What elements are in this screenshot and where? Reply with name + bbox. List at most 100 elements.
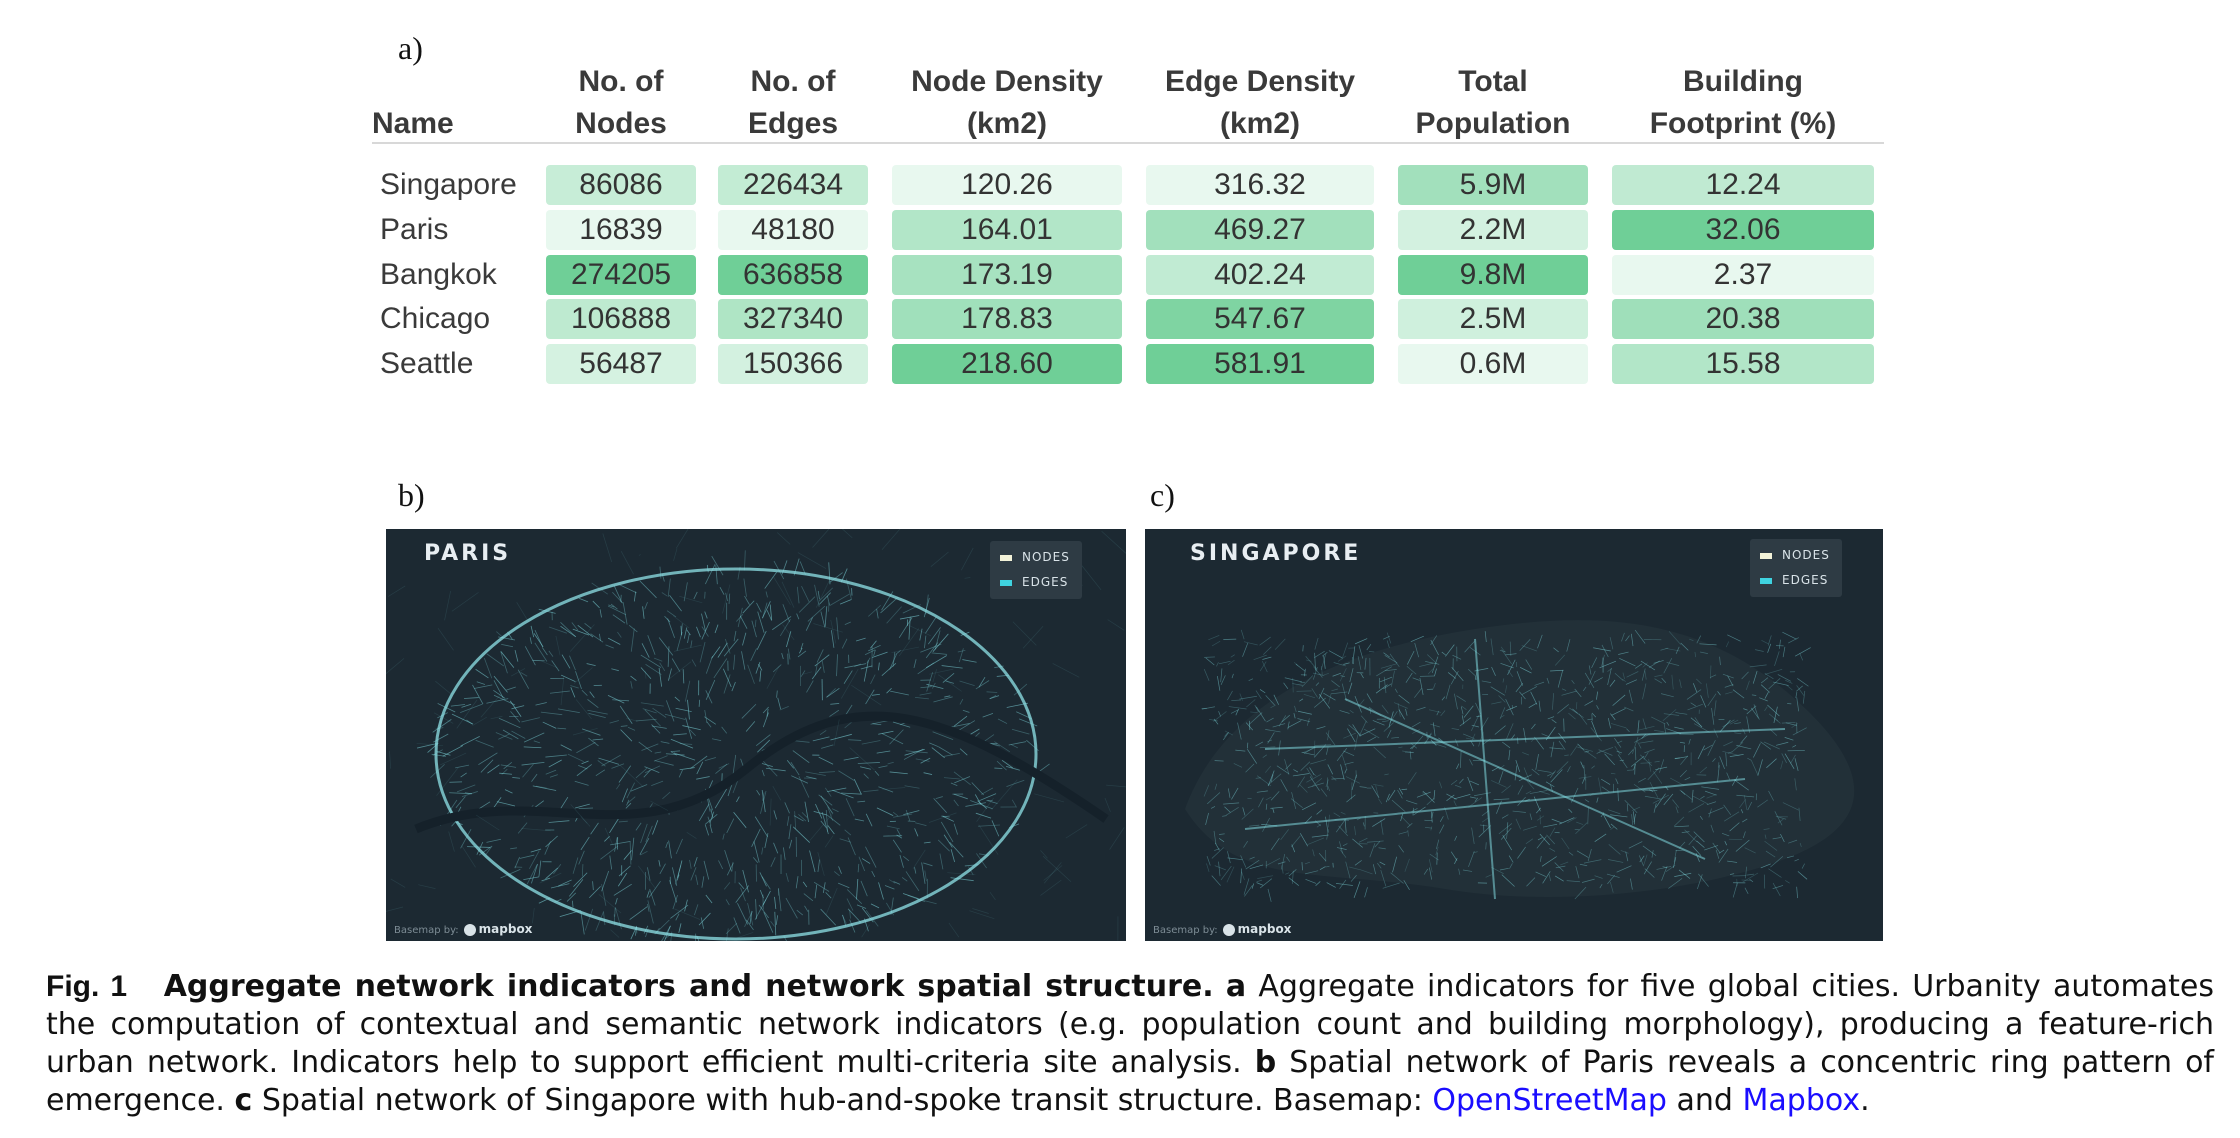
mapbox-logo-icon [463, 924, 476, 936]
paris-map-attribution: Basemap by: mapbox [394, 922, 532, 936]
openstreetmap-link[interactable]: OpenStreetMap [1432, 1083, 1667, 1118]
column-header-text: Building [1683, 65, 1803, 98]
caption-text-a: Aggregate indicators for five global cit… [46, 969, 2214, 1080]
table-cell-nodes: 106888 [546, 299, 696, 340]
table-cell-edge-density: 547.67 [1146, 299, 1374, 340]
singapore-map-attribution: Basemap by: mapbox [1153, 922, 1291, 936]
attribution-brand: mapbox [478, 922, 533, 936]
table-cell-footprint: 15.58 [1612, 344, 1874, 385]
table-cell-footprint: 32.06 [1612, 209, 1874, 250]
column-header-node-density: Node Density (km2) [892, 40, 1122, 145]
column-header-text: Nodes [575, 107, 667, 140]
paris-map-legend: NODES EDGES [990, 541, 1082, 599]
legend-edges-label: EDGES [1022, 575, 1069, 589]
table-cell-population: 0.6M [1398, 344, 1588, 385]
column-header-text: (km2) [966, 107, 1048, 140]
legend-edges: EDGES [1000, 575, 1068, 589]
column-header-text: Edge Density [1164, 65, 1356, 98]
caption-end: . [1860, 1083, 1870, 1118]
table-cell-nodes: 86086 [546, 165, 696, 205]
table-cell-edge-density: 402.24 [1146, 254, 1374, 295]
figure-number: Fig. 1 [46, 970, 128, 1003]
table-cell-node-density: 218.60 [892, 344, 1122, 385]
table-cell-edges: 327340 [718, 299, 868, 340]
singapore-network-map: SINGAPORE NODES EDGES Basemap by: mapbox [1145, 529, 1883, 941]
table-cell-nodes: 56487 [546, 344, 696, 385]
table-cell-edge-density: 469.27 [1146, 209, 1374, 250]
panel-label-b: b) [398, 477, 425, 513]
mapbox-link[interactable]: Mapbox [1742, 1083, 1861, 1118]
table-cell-population: 9.8M [1398, 254, 1588, 295]
panel-label-c: c) [1150, 477, 1175, 513]
column-header-text: No. of [750, 65, 836, 98]
row-name: Bangkok [380, 257, 497, 291]
table-cell-edges: 226434 [718, 165, 868, 205]
table-cell-footprint: 2.37 [1612, 254, 1874, 295]
caption-label-c: c [234, 1083, 253, 1118]
table-cell-node-density: 164.01 [892, 209, 1122, 250]
legend-nodes: NODES [1000, 550, 1070, 564]
row-name: Singapore [380, 168, 517, 201]
table-cell-edges: 636858 [718, 254, 868, 295]
table-cell-population: 2.5M [1398, 299, 1588, 340]
column-header-text: Population [1415, 107, 1571, 140]
table-cell-edges: 150366 [718, 344, 868, 385]
column-header-text: Edges [747, 107, 839, 140]
column-header-footprint: Building Footprint (%) [1612, 40, 1874, 145]
panel-label-a: a) [398, 30, 423, 66]
column-header-text: Total [1458, 65, 1528, 98]
header-divider [372, 142, 1884, 144]
column-header-edges: No. of Edges [718, 40, 868, 145]
table-cell-footprint: 20.38 [1612, 299, 1874, 340]
column-header-text: Name [372, 107, 454, 140]
column-header-edge-density: Edge Density (km2) [1146, 40, 1374, 145]
edges-swatch-icon [1760, 577, 1772, 584]
paris-network-map: PARIS NODES EDGES Basemap by: mapbox [386, 529, 1126, 941]
column-header-text: (km2) [1219, 107, 1301, 140]
row-name: Chicago [380, 302, 491, 336]
paris-map-title: PARIS [424, 541, 512, 566]
figure-title: Aggregate network indicators and network… [163, 969, 1214, 1004]
caption-text-b: Spatial network of Paris reveals a conce… [46, 1045, 2214, 1118]
table-cell-node-density: 120.26 [892, 165, 1122, 205]
indicators-table: Name No. of Nodes No. of Edges Node Density (k… [372, 40, 1884, 460]
attribution-prefix: Basemap by: [394, 925, 459, 936]
figure-caption: Fig. 1 Aggregate network indicators and … [46, 968, 2214, 1120]
caption-and: and [1676, 1083, 1733, 1118]
table-cell-node-density: 173.19 [892, 254, 1122, 295]
table-cell-population: 5.9M [1398, 165, 1588, 205]
table-cell-node-density: 178.83 [892, 299, 1122, 340]
caption-label-b: b [1254, 1045, 1277, 1080]
column-header-population: Total Population [1398, 40, 1588, 145]
edges-swatch-icon [1000, 579, 1012, 586]
legend-edges: EDGES [1760, 573, 1828, 587]
nodes-swatch-icon [1760, 552, 1772, 559]
column-header-text: Node Density [911, 65, 1103, 98]
singapore-map-title: SINGAPORE [1190, 541, 1362, 566]
table-cell-nodes: 16839 [546, 209, 696, 250]
table-cell-footprint: 12.24 [1612, 165, 1874, 205]
table-cell-nodes: 274205 [546, 254, 696, 295]
paris-network-graphic [386, 529, 1126, 941]
column-header-text: Footprint (%) [1649, 107, 1837, 140]
caption-text-c: Spatial network of Singapore with hub-an… [261, 1083, 1423, 1118]
row-name: Paris [380, 212, 449, 246]
attribution-prefix: Basemap by: [1153, 925, 1218, 936]
column-header-name: Name [372, 40, 522, 145]
caption-label-a: a [1225, 969, 1247, 1004]
singapore-network-graphic [1185, 620, 1855, 902]
mapbox-logo-icon [1222, 924, 1235, 936]
legend-nodes-label: NODES [1782, 548, 1830, 562]
table-cell-edge-density: 581.91 [1146, 344, 1374, 385]
row-name: Seattle [380, 347, 474, 381]
column-header-nodes: No. of Nodes [546, 40, 696, 145]
singapore-map-legend: NODES EDGES [1750, 539, 1842, 597]
legend-nodes-label: NODES [1022, 550, 1070, 564]
legend-edges-label: EDGES [1782, 573, 1829, 587]
attribution-brand: mapbox [1237, 922, 1292, 936]
column-header-text: No. of [578, 65, 664, 98]
table-cell-edge-density: 316.32 [1146, 165, 1374, 205]
nodes-swatch-icon [1000, 554, 1012, 561]
table-cell-population: 2.2M [1398, 209, 1588, 250]
table-cell-edges: 48180 [718, 209, 868, 250]
